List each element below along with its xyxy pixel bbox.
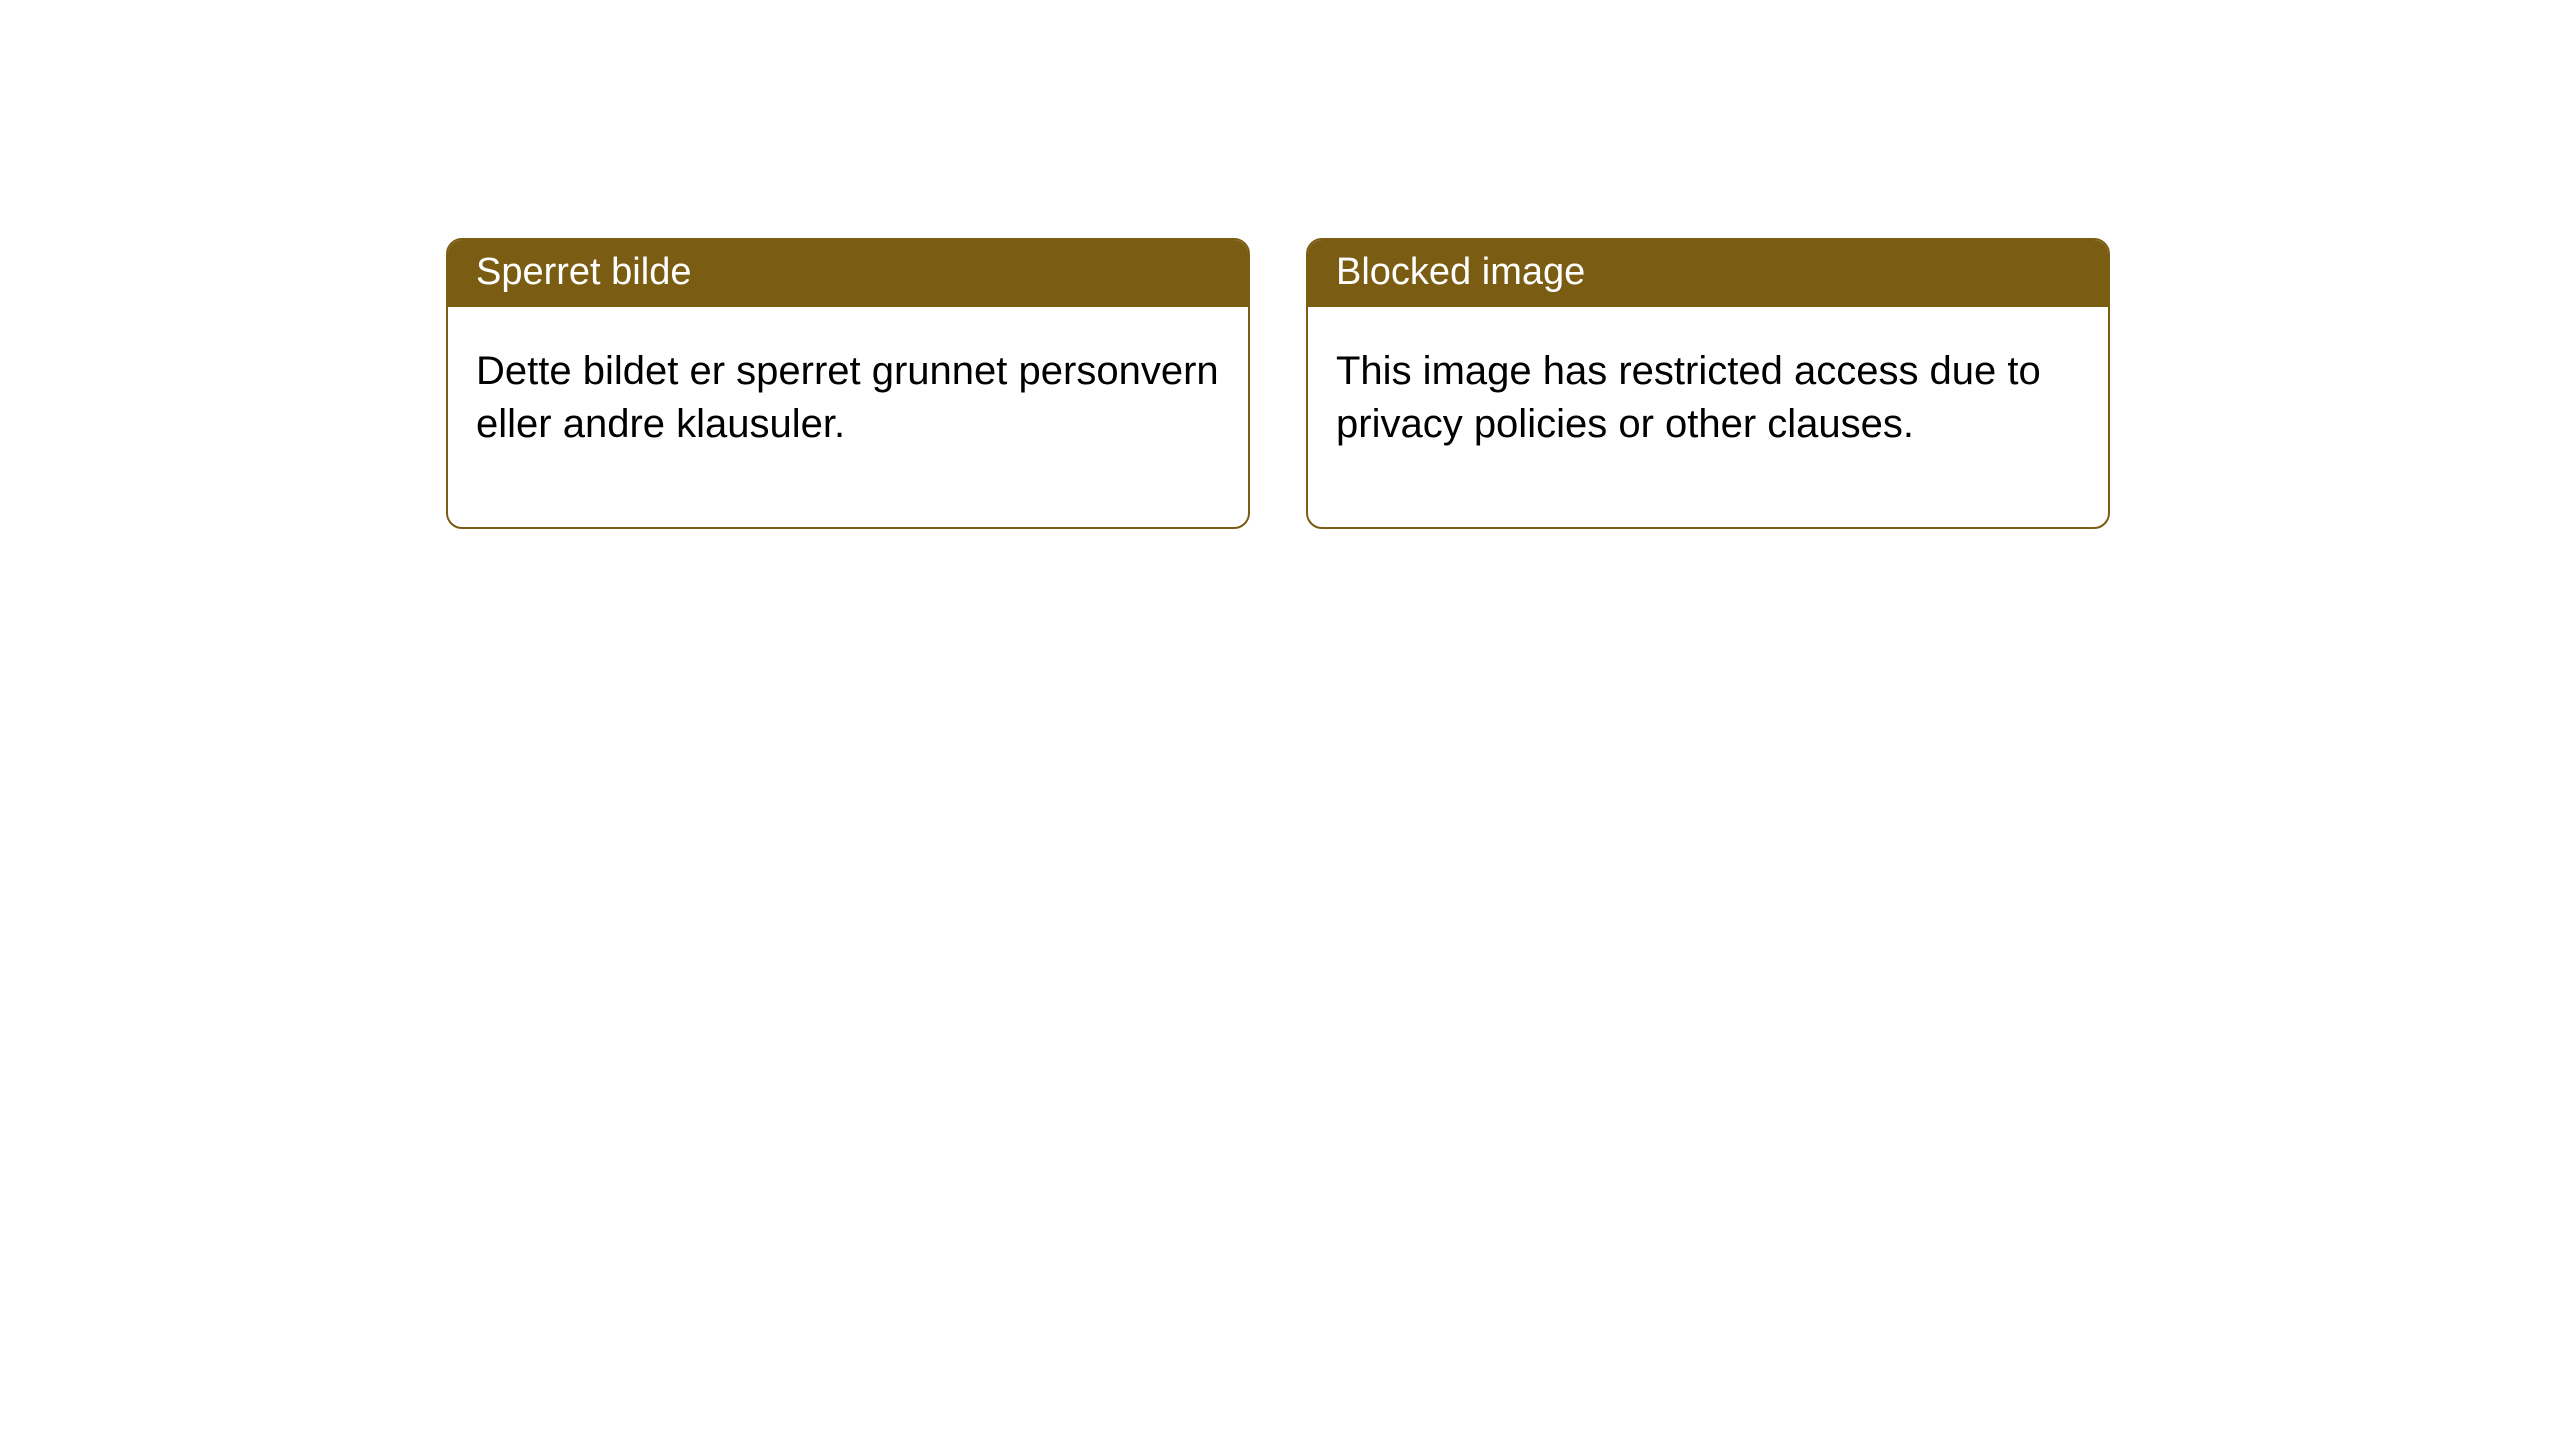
notice-body-english: This image has restricted access due to … xyxy=(1308,307,2108,527)
notice-body-norwegian: Dette bildet er sperret grunnet personve… xyxy=(448,307,1248,527)
notice-container: Sperret bilde Dette bildet er sperret gr… xyxy=(0,0,2560,529)
notice-title-english: Blocked image xyxy=(1308,240,2108,307)
notice-card-norwegian: Sperret bilde Dette bildet er sperret gr… xyxy=(446,238,1250,529)
notice-title-norwegian: Sperret bilde xyxy=(448,240,1248,307)
notice-card-english: Blocked image This image has restricted … xyxy=(1306,238,2110,529)
